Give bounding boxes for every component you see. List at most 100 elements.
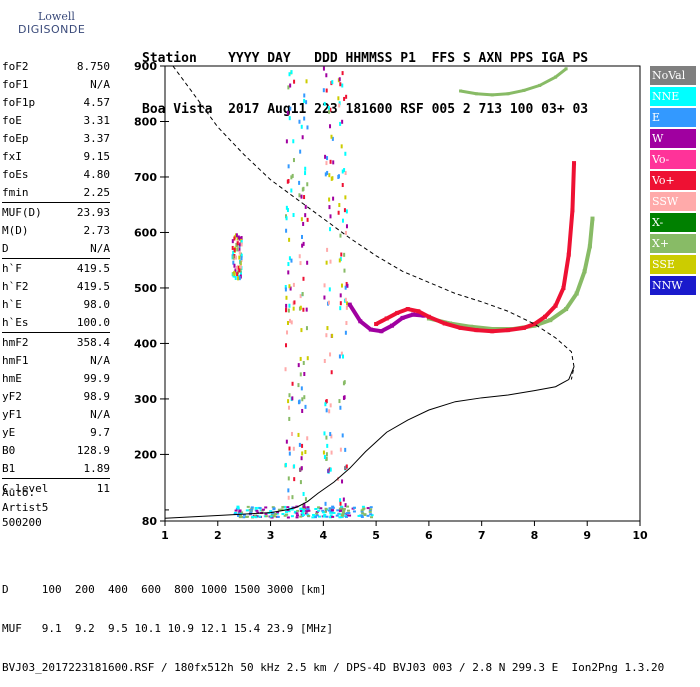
es-echo-mark [255,509,259,512]
spread-echo-mark [287,476,290,481]
spread-echo-mark [304,171,307,176]
o-trace-point-path [375,163,577,334]
spread-echo-mark [301,443,304,448]
spread-echo-mark [292,306,295,311]
bottom-muf-row: MUF 9.1 9.2 9.5 10.1 10.9 12.1 15.4 23.9… [2,622,334,635]
es-echo-mark [306,506,310,509]
spread-echo-mark [339,498,342,503]
es-echo-mark [276,515,280,518]
spread-echo-mark [345,305,348,310]
spread-echo-mark [285,216,288,221]
spread-echo-mark [291,495,294,500]
spread-echo-mark [338,103,341,108]
es-echo-mark [339,509,343,512]
spread-echo-mark [326,247,329,252]
es-echo-mark [286,516,290,519]
spread-echo-mark [288,284,291,289]
spread-echo-mark [300,328,303,333]
es-echo-mark [370,516,374,519]
spread-echo-mark [233,263,236,268]
es-echo-mark [290,515,294,518]
spread-echo-mark [286,208,289,213]
es-echo-mark [295,516,299,519]
legend-item-noval: NoVal [650,66,696,85]
legend-item-ssw: SSW [650,192,696,211]
es-echo-mark [317,509,321,512]
spread-echo-mark [297,363,300,368]
param-row: hmE 99.9 [2,370,110,388]
spread-echo-mark [331,176,334,181]
es-echo-mark [249,509,253,512]
spread-echo-mark [329,259,332,264]
spread-echo-mark [325,399,328,404]
param-value: 2.25 [83,186,111,199]
spread-echo-mark [299,372,302,377]
param-value: 8.750 [76,60,110,73]
spread-echo-mark [285,343,288,348]
spread-echo-mark [339,501,342,506]
spread-echo-mark [300,217,303,222]
spread-echo-mark [289,106,292,111]
es-echo-mark [284,513,288,516]
spread-echo-mark [343,208,346,213]
spread-echo-mark [343,96,346,101]
spread-echo-mark [344,330,347,335]
x-tick-label: 2 [214,529,222,542]
es-echo-mark [301,509,305,512]
es-echo-mark [329,511,333,514]
param-value: 358.4 [76,336,110,349]
es-echo-mark [340,505,344,508]
es-echo-mark [245,509,249,512]
spread-echo-mark [327,105,330,110]
es-echo-mark [273,515,277,518]
spread-echo-mark [324,402,327,407]
spread-echo-mark [285,228,288,233]
es-echo-mark [238,510,242,513]
spread-echo-mark [339,121,342,126]
param-key: h`F [2,262,22,275]
param-row: yF1 N/A [2,406,110,424]
spread-echo-mark [324,172,327,177]
param-row: yF2 98.9 [2,388,110,406]
spread-echo-mark [284,367,287,372]
param-value: 99.9 [83,372,111,385]
spread-echo-mark [293,477,296,482]
spread-echo-mark [345,94,348,99]
es-echo-mark [361,512,365,515]
plot-frame [164,65,641,522]
param-key: hmF2 [2,336,29,349]
spread-echo-mark [287,308,290,313]
spread-echo-mark [298,254,301,259]
es-echo-mark [240,511,244,514]
spread-echo-mark [301,451,304,456]
spread-echo-mark [329,107,332,112]
spread-echo-mark [341,506,344,511]
param-row: h`F 419.5 [2,260,110,278]
spread-echo-mark [300,466,303,471]
spread-echo-mark [301,292,304,297]
es-echo-mark [258,507,262,510]
spread-echo-mark [330,434,333,439]
spread-echo-mark [236,236,239,241]
param-row: hmF2 358.4 [2,334,110,352]
es-echo-mark [323,510,327,513]
es-echo-mark [343,512,347,515]
spread-echo-mark [325,333,328,338]
auto-line2: Artist5 [2,501,49,514]
spread-echo-mark [292,158,295,163]
x-tick-label: 5 [372,529,380,542]
spread-echo-mark [339,257,342,262]
es-echo-mark [360,514,364,517]
ionogram-chart: 1 2 3 4 5 6 7 8 9 10 80 200 300 400 500 600 700 800 900 [134,60,648,542]
param-key: h`F2 [2,280,29,293]
spread-echo-mark [301,135,304,140]
es-echo-mark [302,514,306,517]
es-echo-mark [239,515,243,518]
param-separator [2,332,110,333]
es-echo-mark [286,506,290,509]
spread-echo-mark [240,240,243,245]
logo-line1: Lowell [38,10,75,23]
spread-echo-mark [288,256,291,261]
spread-echo-mark [345,464,348,469]
es-echo-mark [256,511,260,514]
